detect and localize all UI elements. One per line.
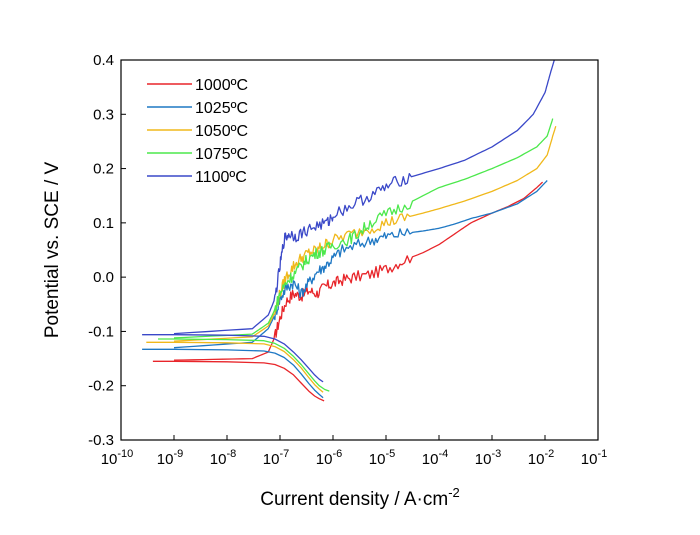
x-tick-mantissa: 10 bbox=[369, 451, 386, 468]
legend-label: 1100ºC bbox=[195, 169, 247, 186]
x-tick-mantissa: 10 bbox=[101, 451, 118, 468]
anodic-curve bbox=[173, 180, 548, 349]
y-tick-label: 0.1 bbox=[93, 215, 114, 232]
plot-area-frame bbox=[120, 59, 599, 441]
x-tick-label: 10-1 bbox=[581, 448, 607, 468]
series-1100ºC bbox=[142, 59, 555, 383]
cathodic-curve bbox=[158, 338, 330, 392]
x-tick-label: 10-10 bbox=[101, 448, 134, 468]
legend-label: 1000ºC bbox=[195, 77, 248, 94]
y-tick-label: -0.2 bbox=[88, 378, 114, 395]
series-1075ºC bbox=[158, 118, 554, 392]
anodic-curve bbox=[173, 59, 555, 335]
cathodic-curve bbox=[142, 348, 324, 399]
x-tick-label: 10-8 bbox=[210, 448, 236, 468]
cathodic-curve bbox=[146, 341, 324, 393]
anodic-curve bbox=[173, 118, 554, 339]
x-tick-exponent: -3 bbox=[491, 448, 501, 460]
y-tick-label: 0.0 bbox=[93, 269, 114, 286]
x-tick-exponent: -6 bbox=[332, 448, 342, 460]
x-axis-title-text: Current density / A·cm bbox=[260, 489, 448, 510]
y-tick-label: -0.1 bbox=[88, 323, 114, 340]
x-axis-title: Current density / A·cm-2 bbox=[260, 485, 460, 510]
x-tick-mantissa: 10 bbox=[157, 451, 174, 468]
series-1000ºC bbox=[152, 181, 544, 402]
x-tick-exponent: -4 bbox=[438, 448, 448, 460]
x-tick-exponent: -2 bbox=[544, 448, 554, 460]
x-tick-exponent: -5 bbox=[385, 448, 395, 460]
x-tick-label: 10-4 bbox=[422, 448, 448, 468]
y-tick-label: 0.4 bbox=[93, 52, 114, 69]
cathodic-curve bbox=[142, 334, 324, 383]
x-tick-label: 10-3 bbox=[475, 448, 501, 468]
legend-label: 1050ºC bbox=[195, 123, 248, 140]
x-tick-mantissa: 10 bbox=[475, 451, 492, 468]
curves-layer bbox=[142, 59, 557, 402]
x-axis-title-exponent: -2 bbox=[448, 485, 460, 500]
x-tick-mantissa: 10 bbox=[210, 451, 227, 468]
x-tick-exponent: -7 bbox=[279, 448, 289, 460]
x-tick-mantissa: 10 bbox=[581, 451, 598, 468]
legend-label: 1075ºC bbox=[195, 146, 248, 163]
x-tick-mantissa: 10 bbox=[316, 451, 333, 468]
x-tick-label: 10-9 bbox=[157, 448, 183, 468]
legend: 1000ºC 1025ºC 1050ºC 1075ºC 1100ºC bbox=[147, 77, 248, 186]
x-tick-label: 10-2 bbox=[528, 448, 554, 468]
cathodic-curve bbox=[152, 360, 325, 402]
y-axis-ticks: -0.3 -0.2 -0.1 0.0 0.1 0.2 0.3 0.4 bbox=[88, 52, 126, 449]
x-tick-label: 10-6 bbox=[316, 448, 342, 468]
y-axis-title: Potential vs. SCE / V bbox=[42, 161, 63, 338]
x-tick-exponent: -8 bbox=[226, 448, 236, 460]
anodic-curve bbox=[173, 181, 544, 361]
x-tick-mantissa: 10 bbox=[263, 451, 280, 468]
x-tick-exponent: -1 bbox=[597, 448, 607, 460]
x-tick-mantissa: 10 bbox=[528, 451, 545, 468]
x-tick-mantissa: 10 bbox=[422, 451, 439, 468]
y-tick-label: 0.3 bbox=[93, 106, 114, 123]
x-tick-label: 10-7 bbox=[263, 448, 289, 468]
x-tick-label: 10-5 bbox=[369, 448, 395, 468]
y-tick-label: -0.3 bbox=[88, 432, 114, 449]
legend-label: 1025ºC bbox=[195, 100, 248, 117]
y-tick-label: 0.2 bbox=[93, 161, 114, 178]
x-tick-exponent: -9 bbox=[173, 448, 183, 460]
x-axis-ticks: 10-10 10-9 10-8 10-7 10-6 10-5 10-4 10-3 10-2 10-… bbox=[101, 435, 607, 468]
series-1025ºC bbox=[142, 180, 548, 399]
x-tick-exponent: -10 bbox=[117, 448, 133, 460]
